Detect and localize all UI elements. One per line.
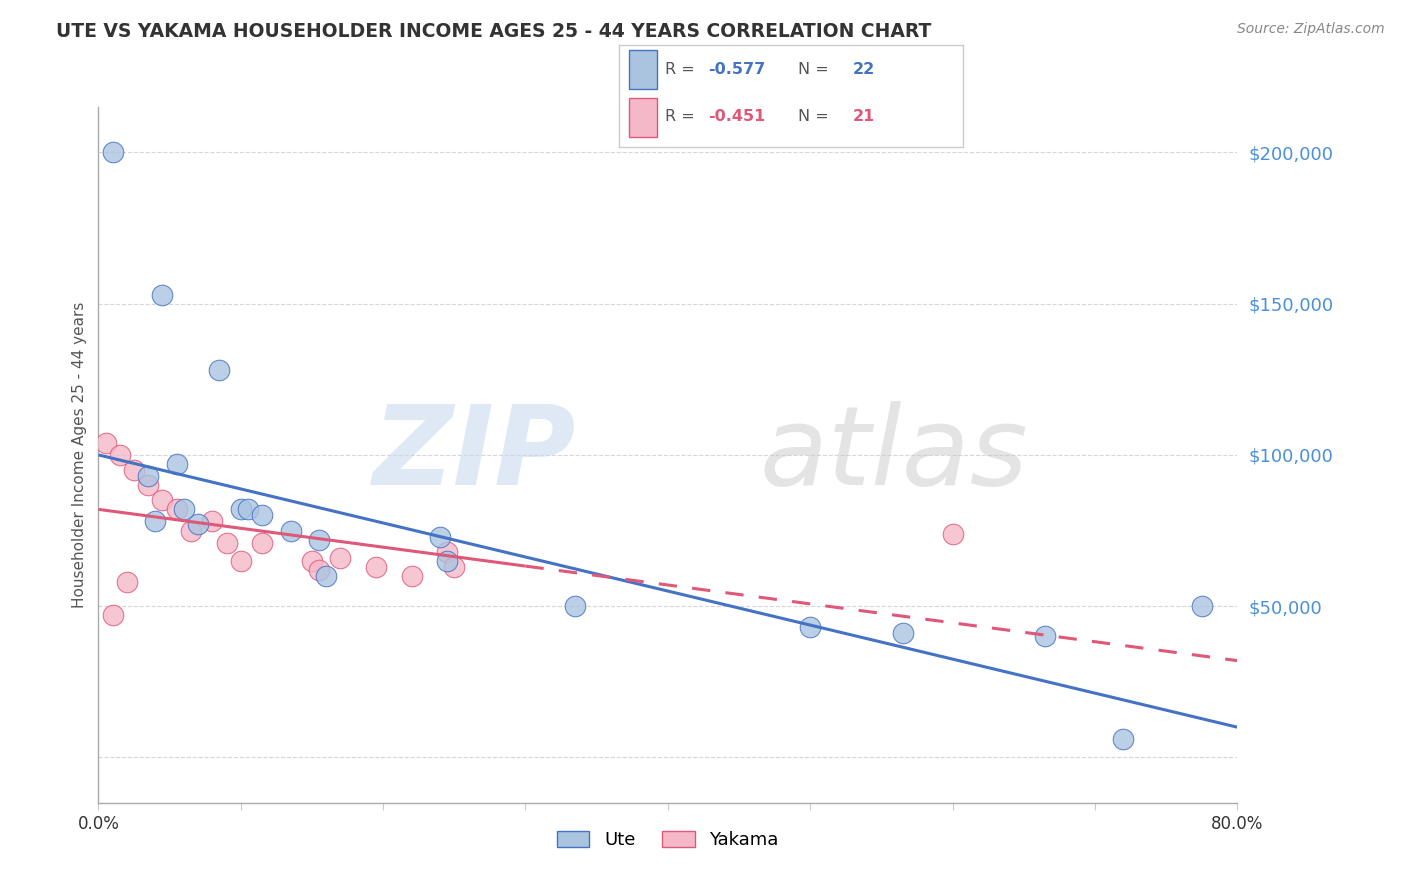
Point [1191,599,1213,614]
Point [250,535,273,549]
Point [329,550,352,565]
Y-axis label: Householder Income Ages 25 - 44 years: Householder Income Ages 25 - 44 years [72,301,87,608]
Point [122,463,145,477]
Point [315,569,337,583]
Point [187,517,209,532]
Point [115,574,138,589]
Text: R =: R = [665,62,700,78]
Point [136,478,159,492]
Text: N =: N = [797,110,834,124]
Point [280,524,302,538]
Point [201,515,224,529]
Point [152,493,174,508]
Point [101,608,124,623]
FancyBboxPatch shape [628,98,657,137]
Point [429,530,451,544]
Point [364,559,387,574]
Point [229,554,252,568]
Text: ZIP: ZIP [373,401,576,508]
Point [180,524,202,538]
FancyBboxPatch shape [628,50,657,88]
Point [236,502,259,516]
Point [401,569,423,583]
Point [443,559,465,574]
Legend: Ute, Yakama: Ute, Yakama [550,823,786,856]
Point [1033,629,1056,643]
Text: 21: 21 [853,110,875,124]
Text: R =: R = [665,110,700,124]
Point [1112,732,1135,747]
Text: Source: ZipAtlas.com: Source: ZipAtlas.com [1237,22,1385,37]
Point [136,469,159,483]
Point [94,435,117,450]
Point [942,526,965,541]
Text: 22: 22 [853,62,875,78]
Point [208,363,231,377]
Point [152,287,174,301]
Point [250,508,273,523]
Point [145,515,167,529]
Point [564,599,586,614]
Point [301,554,323,568]
Point [101,145,124,160]
Point [799,620,821,634]
Text: -0.451: -0.451 [709,110,765,124]
Text: N =: N = [797,62,834,78]
Point [229,502,252,516]
Point [308,533,330,547]
Text: -0.577: -0.577 [709,62,765,78]
Point [166,457,188,471]
Point [436,545,458,559]
Point [173,502,195,516]
Text: atlas: atlas [759,401,1028,508]
Point [166,502,188,516]
Point [891,626,914,640]
Point [108,448,131,462]
Text: UTE VS YAKAMA HOUSEHOLDER INCOME AGES 25 - 44 YEARS CORRELATION CHART: UTE VS YAKAMA HOUSEHOLDER INCOME AGES 25… [56,22,932,41]
Point [215,535,238,549]
Point [308,563,330,577]
Point [436,554,458,568]
